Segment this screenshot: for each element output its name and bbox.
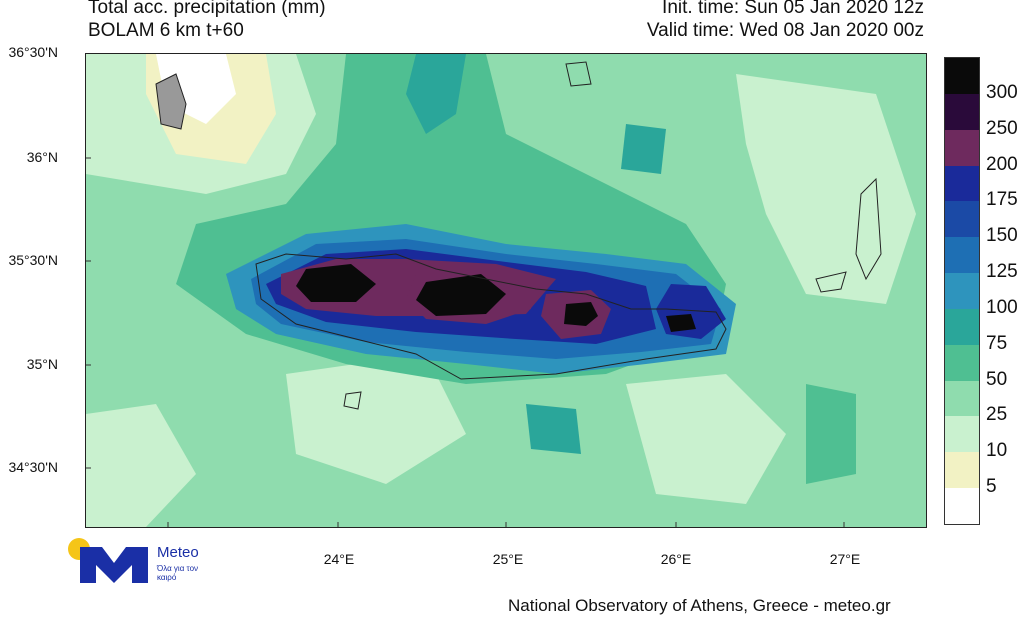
precipitation-map — [85, 53, 927, 528]
lat-label: 34°30'N — [8, 459, 58, 475]
color-legend — [944, 57, 980, 525]
legend-swatch — [945, 344, 979, 382]
legend-label: 100 — [986, 296, 1018, 318]
legend-swatch — [945, 165, 979, 202]
legend-label: 10 — [986, 440, 1008, 462]
legend-swatch — [945, 201, 979, 238]
legend-label: 175 — [986, 189, 1018, 211]
map-canvas — [86, 54, 926, 527]
lat-label: 36°N — [26, 149, 58, 165]
lon-label: 26°E — [660, 551, 692, 567]
meteo-logo-name: Meteo — [157, 544, 199, 561]
init-time: Init. time: Sun 05 Jan 2020 12z — [662, 0, 924, 18]
legend-swatch — [945, 308, 979, 346]
legend-label: 50 — [986, 368, 1008, 390]
legend-label: 25 — [986, 404, 1008, 426]
lat-label: 36°30'N — [8, 44, 58, 60]
lat-label: 35°N — [26, 356, 58, 372]
valid-time: Valid time: Wed 08 Jan 2020 00z — [646, 20, 924, 41]
legend-label: 5 — [986, 476, 997, 498]
lon-label: 27°E — [829, 551, 861, 567]
legend-swatch — [945, 129, 979, 167]
legend-label: 300 — [986, 81, 1018, 103]
legend-swatch — [945, 58, 979, 95]
legend-label: 125 — [986, 261, 1018, 283]
credit-text: National Observatory of Athens, Greece -… — [508, 596, 891, 615]
legend-swatch — [945, 488, 979, 525]
map-title: Total acc. precipitation (mm) — [88, 0, 326, 18]
legend-swatch — [945, 380, 979, 417]
meteo-logo-tagline: Όλα για τον καιρό — [157, 564, 199, 582]
model-subtitle: BOLAM 6 km t+60 — [88, 20, 244, 41]
lat-label: 35°30'N — [8, 252, 58, 268]
lon-label: 24°E — [323, 551, 355, 567]
lon-label: 25°E — [492, 551, 524, 567]
legend-swatch — [945, 93, 979, 131]
legend-swatch — [945, 273, 979, 310]
legend-label: 250 — [986, 117, 1018, 139]
legend-label: 150 — [986, 225, 1018, 247]
legend-swatch — [945, 416, 979, 453]
meteo-logo-icon — [80, 547, 148, 583]
legend-label: 75 — [986, 332, 1008, 354]
legend-swatch — [945, 237, 979, 274]
legend-label: 200 — [986, 153, 1018, 175]
legend-swatch — [945, 452, 979, 489]
